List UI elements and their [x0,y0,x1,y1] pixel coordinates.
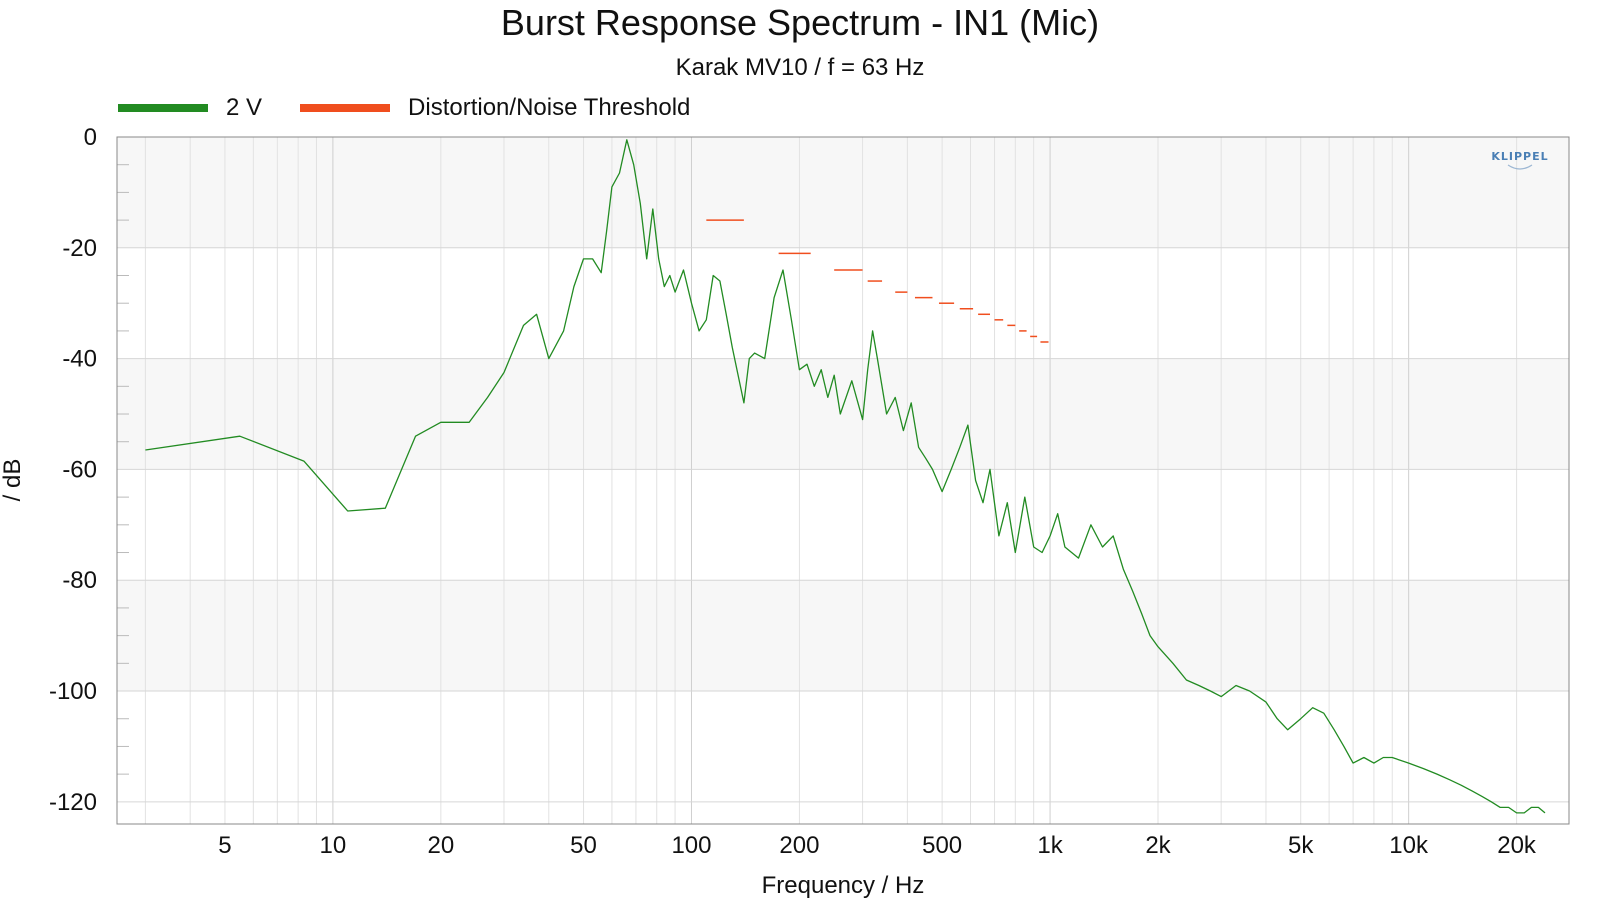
legend-swatch-2v [118,104,208,112]
x-tick-label: 1k [1037,832,1063,859]
x-tick-label: 20k [1497,832,1537,859]
x-tick-label: 5 [218,832,231,859]
x-tick-label: 5k [1288,832,1314,859]
y-tick-label: -100 [49,678,97,705]
grid-lines [117,136,1569,824]
legend-swatch-threshold [300,104,391,112]
y-tick-label: -120 [49,789,97,816]
klippel-logo-icon: KLIPPEL [1491,150,1548,170]
x-tick-label: 2k [1145,832,1171,859]
y-tick-label: -40 [62,346,97,373]
legend-item-2v[interactable]: 2 V [118,94,262,122]
y-tick-label: -60 [62,456,97,483]
y-axis-label: / dB [0,459,26,502]
x-tick-label: 10k [1389,832,1429,859]
y-tick-label: -20 [62,235,97,262]
x-tick-labels: 5 10 20 50 100 200 500 1k 2k 5k 10k 20k [218,832,1537,859]
background-band [117,358,1569,470]
series-layer [145,139,1546,814]
x-tick-label: 50 [570,832,597,859]
x-tick-label: 500 [922,832,962,859]
y-tick-label: -80 [62,567,97,594]
background-band [117,580,1569,692]
plot-frame [116,136,1570,825]
x-axis-label: Frequency / Hz [762,872,925,899]
klippel-logo-text: KLIPPEL [1491,150,1548,163]
chart-subtitle: Karak MV10 / f = 63 Hz [675,54,925,81]
x-tick-label: 100 [671,832,711,859]
y-tick-labels: 0 -20 -40 -60 -80 -100 -120 [49,124,97,816]
legend-label-threshold: Distortion/Noise Threshold [408,94,691,121]
background-bands [117,137,1569,692]
legend-label-2v: 2 V [226,94,263,121]
legend-item-threshold[interactable]: Distortion/Noise Threshold [300,94,690,122]
x-tick-label: 20 [427,832,454,859]
series-2v-line [145,139,1546,814]
x-tick-label: 10 [320,832,347,859]
chart-title: Burst Response Spectrum - IN1 (Mic) [500,2,1100,43]
y-tick-label: 0 [84,124,97,151]
background-band [117,137,1569,248]
x-tick-label: 200 [779,832,819,859]
legend: 2 V Distortion/Noise Threshold [118,93,728,123]
